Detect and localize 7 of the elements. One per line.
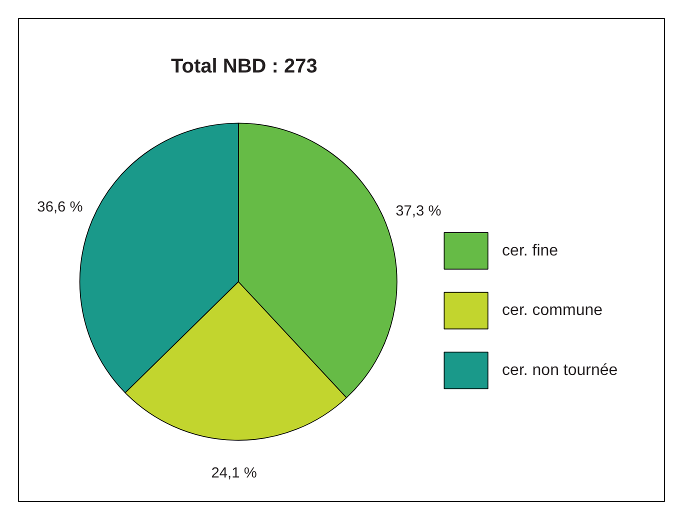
data-label: 24,1 % (211, 465, 257, 482)
data-label: 36,6 % (37, 199, 83, 216)
legend-label: cer. fine (502, 242, 558, 260)
data-label: 37,3 % (396, 203, 442, 220)
chart-title: Total NBD : 273 (171, 56, 318, 78)
legend-label: cer. commune (502, 302, 603, 320)
legend-label: cer. non tournée (502, 362, 618, 379)
